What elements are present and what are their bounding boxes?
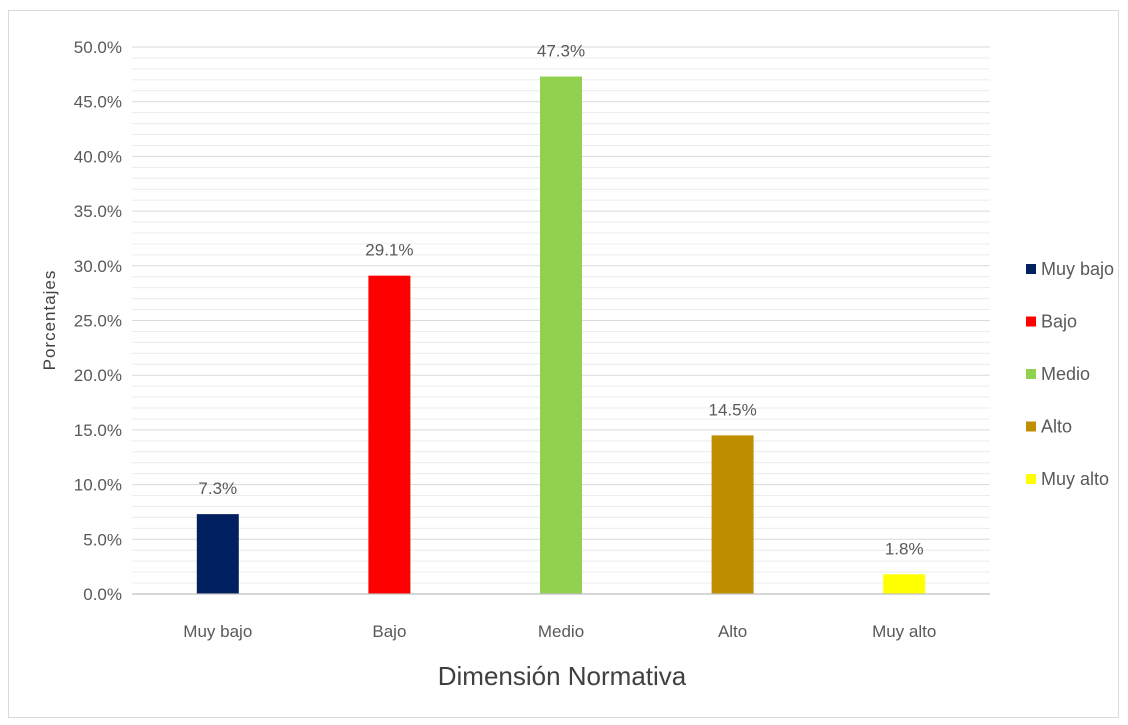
data-label: 47.3% (537, 42, 585, 61)
legend-swatch (1026, 421, 1036, 432)
x-tick-label: Muy alto (872, 622, 936, 641)
y-axis-title: Porcentajes (40, 270, 59, 371)
legend-label: Muy alto (1041, 469, 1109, 489)
y-tick-label: 5.0% (83, 530, 122, 549)
y-tick-label: 20.0% (74, 366, 122, 385)
legend-item-muy-bajo: Muy bajo (1026, 259, 1114, 279)
data-label: 7.3% (198, 479, 237, 498)
x-tick-label: Bajo (372, 622, 406, 641)
x-tick-label: Medio (538, 622, 584, 641)
bar-muy-alto (883, 574, 926, 594)
legend-swatch (1026, 264, 1036, 274)
legend-label: Alto (1041, 417, 1072, 437)
legend-item-medio: Medio (1026, 364, 1090, 384)
data-label: 29.1% (365, 241, 413, 260)
data-labels: 7.3% 29.1% 47.3% 14.5% 1.8% (198, 42, 923, 559)
data-label: 1.8% (885, 539, 924, 558)
x-axis-title: Dimensión Normativa (438, 661, 687, 691)
bar-alto (711, 435, 754, 594)
legend-label: Muy bajo (1041, 259, 1114, 279)
y-tick-label: 15.0% (74, 421, 122, 440)
x-axis-categories: Muy bajo Bajo Medio Alto Muy alto (183, 622, 936, 641)
legend-swatch (1026, 369, 1036, 379)
legend-swatch (1026, 316, 1036, 327)
y-tick-label: 35.0% (74, 202, 122, 221)
bar-muy-bajo (196, 514, 239, 594)
legend-item-alto: Alto (1026, 417, 1072, 437)
y-axis-ticks: 0.0% 5.0% 10.0% 15.0% 20.0% 25.0% 30.0% 35.0% 40… (74, 38, 122, 604)
legend-item-muy-alto: Muy alto (1026, 469, 1109, 489)
y-tick-label: 45.0% (74, 93, 122, 112)
legend: Muy bajo Bajo Medio Alto Muy alto (1026, 259, 1114, 489)
bar-medio (540, 76, 582, 594)
y-tick-label: 25.0% (74, 312, 122, 331)
bars (196, 76, 926, 594)
data-label: 14.5% (708, 400, 756, 419)
y-tick-label: 10.0% (74, 476, 122, 495)
y-tick-label: 40.0% (74, 147, 122, 166)
x-tick-label: Alto (718, 622, 747, 641)
x-tick-label: Muy bajo (183, 622, 252, 641)
legend-swatch (1026, 474, 1036, 484)
legend-label: Medio (1041, 364, 1090, 384)
legend-label: Bajo (1041, 312, 1077, 332)
y-tick-label: 30.0% (74, 257, 122, 276)
bar-bajo (368, 275, 411, 594)
y-tick-label: 50.0% (74, 38, 122, 57)
legend-item-bajo: Bajo (1026, 312, 1077, 332)
y-tick-label: 0.0% (83, 585, 122, 604)
